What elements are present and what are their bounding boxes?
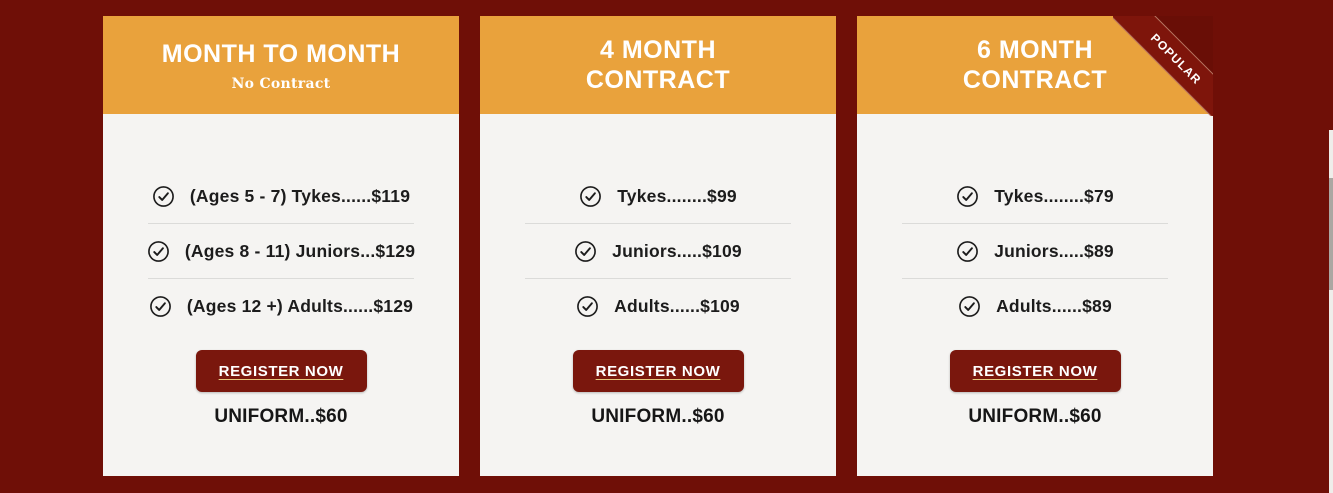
list-item: Tykes........$79 [857,182,1213,210]
list-item-label: (Ages 8 - 11) Juniors...$129 [184,240,416,261]
list-item: Tykes........$99 [480,182,836,210]
plan-title: CONTRACT [585,66,731,94]
divider [902,278,1168,279]
check-circle-icon [575,240,597,262]
list-item: Adults......$109 [480,292,836,320]
register-now-button[interactable]: REGISTER NOW [949,350,1121,392]
plan-body: Tykes........$79 Juniors.....$89 Adults.… [857,114,1213,476]
uniform-price-note: UNIFORM..$60 [214,406,348,427]
plan-header: 6 MONTH CONTRACT [857,16,1213,114]
divider [525,278,791,279]
list-item: Juniors.....$89 [857,237,1213,265]
scrollbar-track[interactable] [1329,130,1333,493]
divider [148,278,414,279]
check-circle-icon [580,185,602,207]
plan-title: MONTH TO MONTH [161,39,401,68]
list-item-label: Tykes........$99 [617,185,737,206]
plan-body: (Ages 5 - 7) Tykes......$119 (Ages 8 - 1… [103,114,459,476]
pricing-card-4-month: 4 MONTH CONTRACT Tykes........$99 Junior… [480,16,836,476]
plan-subtitle: No Contract [231,75,331,92]
plan-header: MONTH TO MONTH No Contract [103,16,459,114]
list-item: (Ages 12 +) Adults......$129 [103,292,459,320]
divider [148,223,414,224]
plan-title: CONTRACT [962,66,1108,94]
divider [525,223,791,224]
uniform-price-note: UNIFORM..$60 [591,406,725,427]
list-item-label: (Ages 5 - 7) Tykes......$119 [189,185,411,206]
check-circle-icon [152,185,174,207]
list-item-label: Adults......$89 [996,295,1112,316]
list-item: (Ages 5 - 7) Tykes......$119 [103,182,459,210]
list-item: Adults......$89 [857,292,1213,320]
list-item: Juniors.....$109 [480,237,836,265]
plan-body: Tykes........$99 Juniors.....$109 Adults… [480,114,836,476]
check-circle-icon [577,295,599,317]
plan-title: 4 MONTH [600,36,716,64]
check-circle-icon [957,240,979,262]
check-circle-icon [149,295,171,317]
check-circle-icon [957,185,979,207]
divider [902,223,1168,224]
register-now-button[interactable]: REGISTER NOW [572,350,744,392]
pricing-cards-row: MONTH TO MONTH No Contract (Ages 5 - 7) … [103,16,1213,476]
register-now-button[interactable]: REGISTER NOW [195,350,367,392]
plan-title: 6 MONTH [977,36,1093,64]
uniform-price-note: UNIFORM..$60 [968,406,1102,427]
check-circle-icon [147,240,169,262]
list-item-label: Tykes........$79 [994,185,1114,206]
pricing-card-6-month: 6 MONTH CONTRACT POPULAR Tykes........$7… [857,16,1213,476]
list-item: (Ages 8 - 11) Juniors...$129 [103,237,459,265]
list-item-label: Juniors.....$109 [612,240,742,261]
list-item-label: Juniors.....$89 [994,240,1114,261]
plan-header: 4 MONTH CONTRACT [480,16,836,114]
list-item-label: (Ages 12 +) Adults......$129 [186,295,414,316]
pricing-card-month-to-month: MONTH TO MONTH No Contract (Ages 5 - 7) … [103,16,459,476]
list-item-label: Adults......$109 [614,295,740,316]
scrollbar-thumb[interactable] [1329,178,1333,290]
check-circle-icon [959,295,980,317]
